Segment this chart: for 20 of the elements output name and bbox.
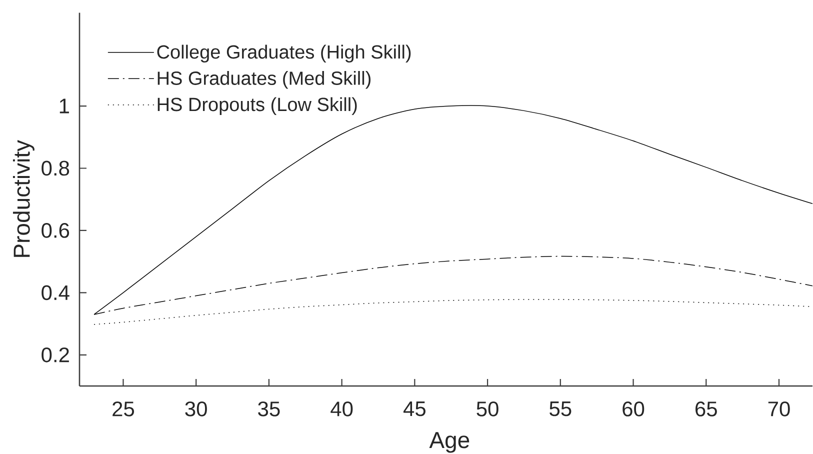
x-tick-label: 40 bbox=[330, 402, 353, 416]
y-axis-title: Productivity bbox=[12, 140, 34, 257]
legend-label: HS Graduates (Med Skill) bbox=[158, 71, 370, 89]
x-tick-label: 45 bbox=[403, 402, 426, 416]
x-tick-label: 60 bbox=[622, 402, 644, 416]
x-axis-title: Age bbox=[429, 432, 470, 453]
y-tick-label: 0.8 bbox=[42, 160, 70, 176]
y-tick-label: 1 bbox=[60, 98, 69, 114]
y-tick-label: 0.2 bbox=[42, 347, 69, 362]
x-tick-label: 65 bbox=[696, 402, 717, 416]
legend-label: College Graduates (High Skill) bbox=[157, 44, 411, 62]
x-tick-label: 25 bbox=[112, 402, 134, 416]
x-tick-label: 70 bbox=[768, 402, 790, 416]
y-tick-label: 0.4 bbox=[42, 285, 70, 300]
x-tick-label: 35 bbox=[258, 402, 280, 416]
x-tick-label: 50 bbox=[476, 402, 498, 416]
legend-label: HS Dropouts (Low Skill) bbox=[158, 97, 357, 115]
x-tick-label: 55 bbox=[550, 402, 572, 416]
x-tick-label: 30 bbox=[185, 402, 207, 416]
y-tick-label: 0.6 bbox=[42, 223, 70, 238]
